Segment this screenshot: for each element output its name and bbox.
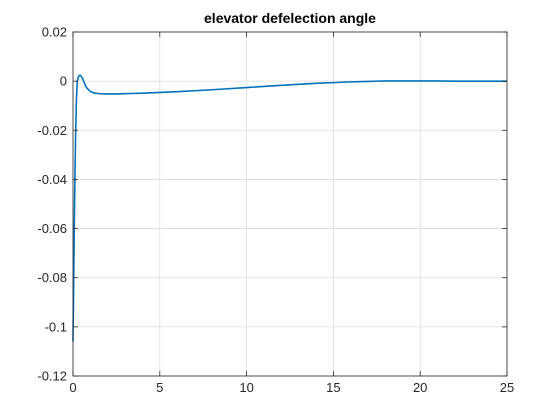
y-tick-label: -0.06 [37,221,67,236]
axes-box [72,31,508,377]
y-tick-label: -0.12 [37,369,67,384]
series-layer [72,74,507,342]
x-tick-label: 25 [500,380,514,395]
x-tick-label: 10 [239,380,253,395]
x-axis: 0 5 10 15 20 25 [69,32,514,395]
x-tick-label: 0 [69,380,76,395]
y-tick-label: 0 [60,74,67,89]
y-tick-label: -0.1 [45,319,67,334]
y-tick-label: -0.04 [37,172,67,187]
y-tick-label: 0.02 [42,25,67,40]
x-tick-label: 20 [413,380,427,395]
x-tick-label: 5 [156,380,163,395]
y-tick-label: -0.02 [37,123,67,138]
grid [72,31,508,377]
x-tick-label: 15 [326,380,340,395]
y-tick-label: -0.08 [37,270,67,285]
chart-title: elevator defelection angle [204,10,376,26]
y-axis: 0.02 0 -0.02 -0.04 -0.06 -0.08 -0.1 -0.12 [37,25,507,384]
series-line [72,74,507,342]
